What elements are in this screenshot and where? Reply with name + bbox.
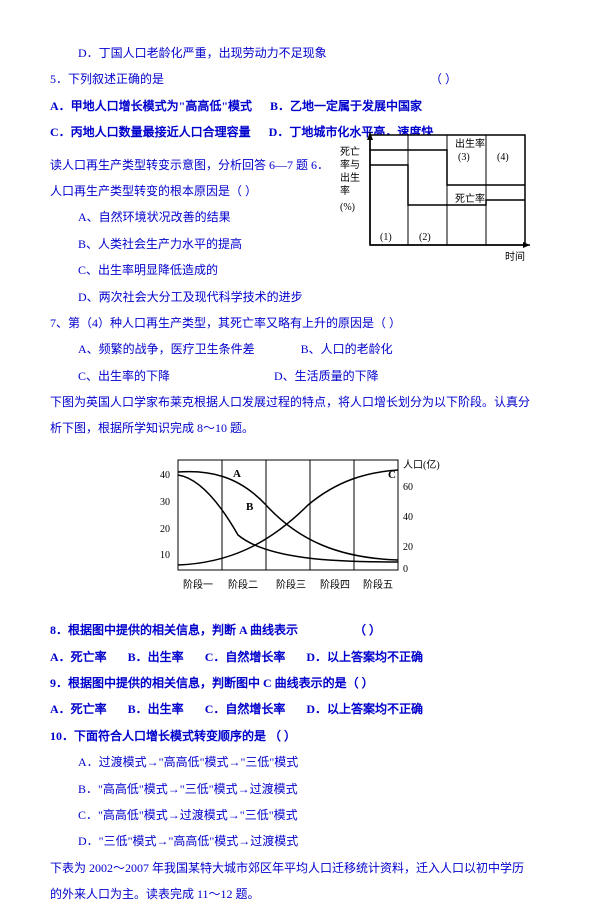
- q5-a: A．甲地人口增长模式为"高高低"模式: [50, 99, 252, 113]
- svg-text:率与: 率与: [340, 158, 360, 171]
- q9-a: A．死亡率: [50, 702, 107, 716]
- svg-text:率: 率: [340, 184, 350, 197]
- q8-line: 8．根据图中提供的相关信息，判断 A 曲线表示 （ ）: [50, 617, 545, 643]
- q7-stem: 7、第（4）种人口再生产类型，其死亡率又略有上升的原因是（ ）: [50, 310, 545, 336]
- q8-d: D．以上答案均不正确: [306, 650, 423, 664]
- pre810-l2: 析下图，根据所学知识完成 8～10 题。: [50, 415, 545, 441]
- q5-stem: 5．下列叙述正确的是: [50, 72, 164, 86]
- svg-text:A: A: [233, 468, 241, 480]
- q7-cd: C、出生率的下降 D、生活质量的下降: [50, 363, 545, 389]
- pre1112-l1: 下表为 2002～2007 年我国某特大城市郊区年平均人口迁移统计资料，迁入人口…: [50, 855, 545, 881]
- q10-c: C．"高高低"模式→过渡模式→"三低"模式: [50, 802, 545, 828]
- chart1-birth-label: 出生率: [455, 137, 485, 150]
- q8-blank: （ ）: [354, 623, 381, 637]
- q7-b: B、人口的老龄化: [301, 342, 393, 356]
- svg-text:死亡: 死亡: [340, 145, 360, 158]
- q5-ab: A．甲地人口增长模式为"高高低"模式 B．乙地一定属于发展中国家: [50, 93, 545, 119]
- q8-a: A．死亡率: [50, 650, 107, 664]
- svg-text:出生: 出生: [340, 171, 360, 184]
- svg-text:(3): (3): [458, 152, 470, 163]
- svg-text:20: 20: [160, 524, 170, 535]
- q5-c: C．丙地人口数量最接近人口合理容量: [50, 125, 251, 139]
- q8-opts: A．死亡率 B．出生率 C．自然增长率 D．以上答案均不正确: [50, 644, 545, 670]
- svg-text:(2): (2): [419, 232, 431, 243]
- q8-b: B．出生率: [128, 650, 184, 664]
- q5-b: B．乙地一定属于发展中国家: [270, 99, 422, 113]
- chart1-xlabel: 时间: [505, 250, 525, 263]
- chart1-death-label: 死亡率: [455, 192, 485, 205]
- q9-b: B．出生率: [128, 702, 184, 716]
- q9-c: C．自然增长率: [205, 702, 286, 716]
- svg-text:B: B: [246, 501, 254, 513]
- q7-c: C、出生率的下降: [78, 369, 170, 383]
- pre810-l1: 下图为英国人口学家布莱克根据人口发展过程的特点，将人口增长划分为以下阶段。认真分: [50, 389, 545, 415]
- svg-text:60: 60: [403, 482, 413, 493]
- q10-a: A．过渡模式→"高高低"模式→"三低"模式: [50, 749, 545, 775]
- q8-c: C．自然增长率: [205, 650, 286, 664]
- svg-text:阶段二: 阶段二: [228, 578, 258, 591]
- q4-d: D．丁国人口老龄化严重，出现劳动力不足现象: [50, 40, 545, 66]
- svg-text:人口(亿): 人口(亿): [403, 458, 440, 471]
- svg-text:(%): (%): [340, 202, 355, 213]
- q8-stem: 8．根据图中提供的相关信息，判断 A 曲线表示: [50, 623, 298, 637]
- svg-text:40: 40: [403, 512, 413, 523]
- q6-d: D、两次社会大分工及现代科学技术的进步: [50, 284, 545, 310]
- q5-blank: （ ）: [430, 72, 457, 86]
- q7-a: A、频繁的战争，医疗卫生条件差: [78, 342, 255, 356]
- svg-text:阶段一: 阶段一: [183, 578, 213, 591]
- svg-text:10: 10: [160, 550, 170, 561]
- svg-text:(1): (1): [380, 232, 392, 243]
- q7-ab: A、频繁的战争，医疗卫生条件差 B、人口的老龄化: [50, 336, 545, 362]
- svg-text:30: 30: [160, 497, 170, 508]
- svg-text:阶段五: 阶段五: [363, 578, 393, 591]
- q10-b: B．"高高低"模式→"三低"模式→过渡模式: [50, 776, 545, 802]
- svg-text:阶段四: 阶段四: [320, 578, 350, 591]
- svg-text:阶段三: 阶段三: [276, 578, 306, 591]
- svg-text:40: 40: [160, 470, 170, 481]
- reproduction-type-chart: 出生率 死亡率 (1) (2) (3) (4) 死亡 率与 出生 率 (%) 时…: [335, 130, 535, 270]
- q9-opts: A．死亡率 B．出生率 C．自然增长率 D．以上答案均不正确: [50, 696, 545, 722]
- q9-stem: 9．根据图中提供的相关信息，判断图中 C 曲线表示的是（ ）: [50, 670, 545, 696]
- q5-stem-line: 5．下列叙述正确的是 （ ）: [50, 66, 545, 92]
- population-stage-chart: 40 30 20 10 人口(亿) 60 40 20 0 A B C 阶段一 阶…: [50, 450, 545, 609]
- svg-text:(4): (4): [497, 152, 509, 163]
- svg-text:20: 20: [403, 542, 413, 553]
- svg-text:0: 0: [403, 564, 408, 575]
- q7-d: D、生活质量的下降: [274, 369, 379, 383]
- q10-stem: 10．下面符合人口增长模式转变顺序的是 （ ）: [50, 723, 545, 749]
- pre1112-l2: 的外来人口为主。读表完成 11～12 题。: [50, 881, 545, 907]
- q9-d: D．以上答案均不正确: [306, 702, 423, 716]
- svg-text:C: C: [388, 469, 396, 481]
